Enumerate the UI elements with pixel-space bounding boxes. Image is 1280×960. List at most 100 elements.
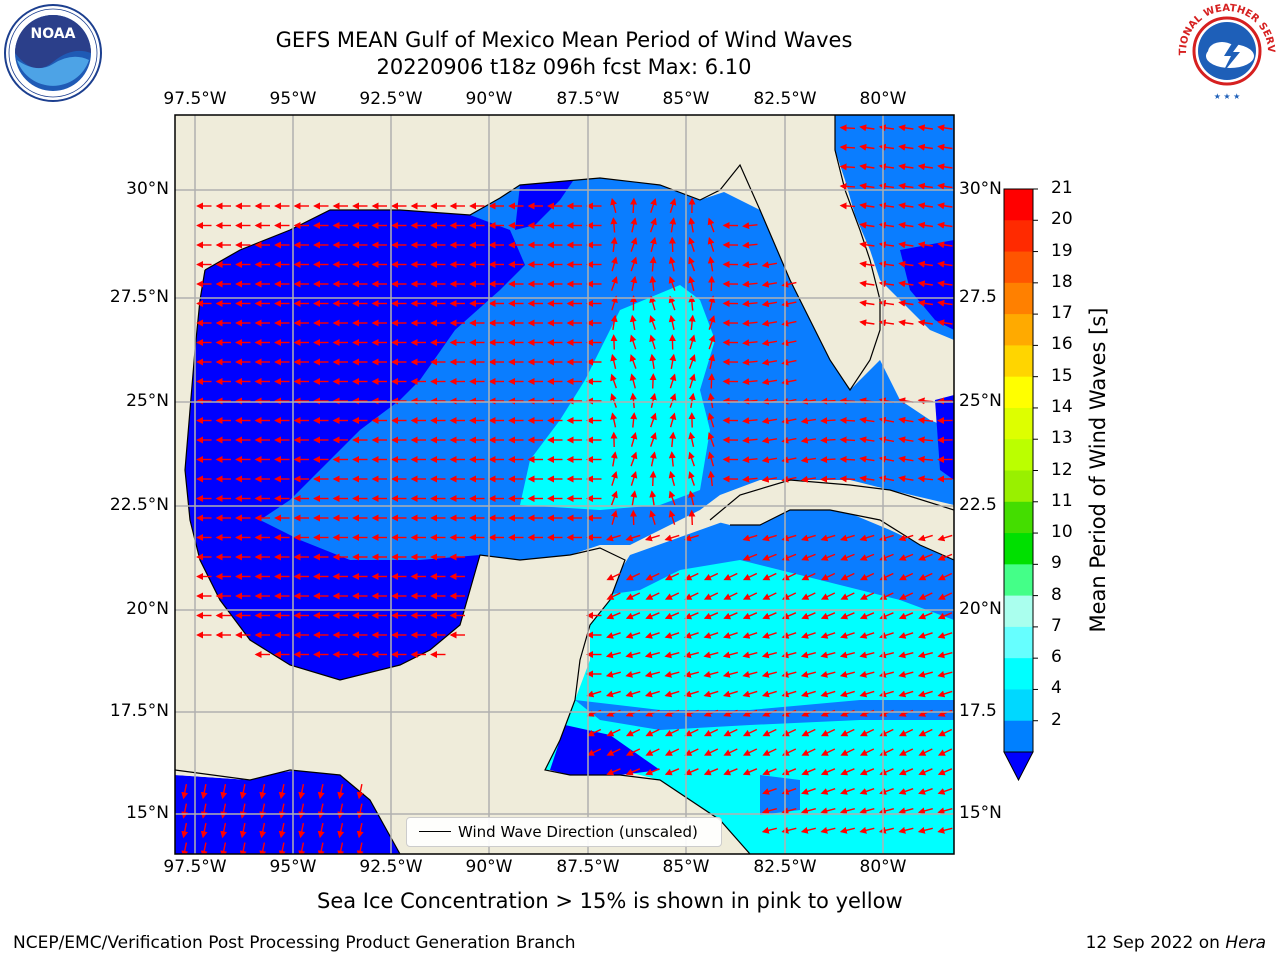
wind-wave-arrow	[688, 236, 695, 252]
lon-tick-top: 85°W	[662, 89, 710, 109]
wind-wave-arrow	[937, 534, 953, 542]
wind-wave-arrow	[683, 651, 699, 659]
footer-branch: NCEP/EMC/Verification Post Processing Pr…	[13, 933, 576, 953]
wind-wave-arrow	[801, 768, 816, 776]
wind-wave-arrow	[684, 768, 699, 776]
wind-wave-arrow	[800, 651, 816, 659]
wind-wave-arrow	[610, 197, 618, 213]
wind-wave-arrow	[664, 768, 680, 776]
wind-wave-arrow	[859, 788, 875, 795]
wind-wave-arrow	[859, 163, 875, 171]
wind-wave-arrow	[239, 783, 247, 800]
wind-wave-arrow	[839, 690, 855, 698]
wind-wave-arrow	[649, 315, 657, 330]
colorbar-segment	[1004, 314, 1033, 346]
wind-wave-arrow	[840, 788, 855, 795]
wind-wave-arrow	[840, 592, 855, 600]
wind-wave-arrow	[688, 314, 696, 331]
wind-wave-arrow	[278, 822, 286, 839]
wind-wave-arrow	[239, 842, 247, 854]
wind-wave-arrow	[586, 690, 602, 698]
wind-wave-arrow	[898, 632, 914, 639]
lon-tick-bottom: 82.5°W	[753, 857, 817, 877]
lon-tick-top: 82.5°W	[753, 89, 817, 109]
wind-wave-arrow	[649, 509, 656, 525]
wind-wave-arrow	[688, 354, 696, 369]
wind-wave-arrow	[742, 612, 758, 620]
wind-wave-arrow	[839, 455, 856, 463]
wind-wave-arrow	[689, 334, 696, 350]
wind-wave-arrow	[917, 299, 934, 307]
wind-wave-arrow	[800, 670, 816, 678]
wind-wave-arrow	[898, 612, 914, 620]
wind-wave-arrow	[181, 822, 189, 839]
wind-wave-arrow	[937, 670, 953, 678]
colorbar-segment	[1004, 564, 1033, 597]
wind-wave-arrow	[645, 612, 660, 620]
wind-wave-arrow	[917, 241, 934, 249]
lat-tick-left: 25°N	[126, 391, 169, 411]
wind-wave-arrow	[356, 803, 364, 819]
wind-wave-arrow	[898, 748, 914, 756]
wind-wave-arrow	[761, 690, 777, 698]
wind-wave-arrow	[668, 295, 676, 311]
wind-wave-arrow	[278, 803, 286, 819]
wind-wave-arrow	[800, 826, 816, 834]
wind-wave-arrow	[742, 241, 758, 249]
wind-wave-arrow	[649, 256, 657, 272]
colorbar-tick-label: 16	[1051, 334, 1073, 355]
wind-wave-arrow	[684, 632, 699, 639]
wind-wave-arrow	[859, 416, 875, 424]
wind-wave-arrow	[917, 690, 933, 698]
wind-wave-arrow	[918, 768, 933, 776]
wind-wave-arrow	[800, 436, 817, 444]
wind-wave-arrow	[239, 822, 247, 839]
wind-wave-arrow	[688, 217, 696, 233]
wind-wave-arrow	[625, 632, 641, 639]
colorbar-segment	[1004, 439, 1033, 471]
wind-wave-arrow	[742, 280, 758, 288]
wind-wave-arrow	[800, 456, 817, 464]
colorbar-tick-label: 11	[1051, 490, 1073, 511]
legend-line-swatch	[419, 831, 451, 832]
wind-wave-arrow	[898, 592, 914, 600]
wind-wave-arrow	[649, 295, 656, 311]
wind-wave-arrow	[703, 612, 719, 620]
wind-wave-arrow	[610, 490, 618, 506]
wind-wave-arrow	[898, 826, 914, 834]
wind-wave-arrow	[937, 143, 953, 151]
wind-wave-arrow	[610, 393, 617, 408]
svg-text:★ ★ ★: ★ ★ ★	[1214, 92, 1241, 101]
wind-wave-arrow	[586, 728, 602, 737]
lat-tick-left: 22.5°N	[109, 495, 169, 515]
wind-wave-arrow	[840, 768, 855, 776]
wind-wave-arrow	[937, 748, 953, 756]
wind-wave-arrow	[630, 197, 638, 214]
wind-wave-arrow	[610, 412, 618, 428]
wind-wave-arrow	[664, 612, 680, 620]
wind-wave-arrow	[625, 534, 641, 542]
wind-wave-arrow	[937, 221, 953, 229]
wind-wave-arrow	[669, 412, 677, 428]
wind-wave-arrow	[937, 124, 953, 132]
wind-wave-arrow	[650, 197, 657, 213]
footer-date-text: 12 Sep 2022 on	[1085, 933, 1226, 953]
wind-wave-arrow	[723, 592, 738, 600]
wind-wave-arrow	[761, 319, 778, 327]
wind-wave-arrow	[742, 572, 758, 581]
wind-wave-arrow	[917, 260, 934, 268]
wind-wave-arrow	[820, 788, 836, 795]
wind-wave-arrow	[668, 276, 676, 291]
wind-wave-arrow	[801, 748, 816, 756]
nws-logo: NATIONAL WEATHER SERVICE ★ ★ ★	[1176, 2, 1276, 101]
wind-wave-arrow	[668, 314, 676, 330]
wind-wave-arrow	[917, 807, 933, 815]
wind-wave-arrow	[800, 417, 817, 425]
wind-wave-arrow	[708, 334, 716, 350]
wind-wave-arrow	[707, 470, 715, 487]
wind-wave-arrow	[630, 412, 638, 428]
colorbar-segment	[1004, 220, 1033, 253]
wind-wave-arrow	[317, 783, 325, 800]
lat-tick-right: 17.5	[959, 701, 997, 721]
wind-wave-arrow	[649, 392, 657, 408]
